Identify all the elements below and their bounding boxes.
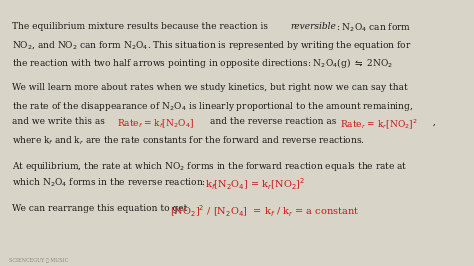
- Text: : N$_2$O$_4$ can form: : N$_2$O$_4$ can form: [336, 22, 411, 35]
- Text: where k$_f$ and k$_r$ are the rate constants for the forward and reverse reactio: where k$_f$ and k$_r$ are the rate const…: [12, 134, 365, 147]
- Text: Rate$_f$ = k$_f$[N$_2$O$_4$]: Rate$_f$ = k$_f$[N$_2$O$_4$]: [117, 117, 194, 130]
- Text: We can rearrange this equation to get: We can rearrange this equation to get: [12, 204, 205, 213]
- Text: the rate of the disappearance of N$_2$O$_4$ is linearly proportional to the amou: the rate of the disappearance of N$_2$O$…: [12, 100, 413, 113]
- Text: ,: ,: [430, 117, 436, 126]
- Text: and we write this as: and we write this as: [12, 117, 108, 126]
- Text: The equilibrium mixture results because the reaction is: The equilibrium mixture results because …: [12, 22, 271, 31]
- Text: k$_f$[N$_2$O$_4$] = k$_r$[NO$_2$]$^2$: k$_f$[N$_2$O$_4$] = k$_r$[NO$_2$]$^2$: [205, 177, 305, 192]
- Text: SCIENCEGUY Ⓞ MUSIC: SCIENCEGUY Ⓞ MUSIC: [9, 258, 69, 263]
- Text: At equilibrium, the rate at which NO$_2$ forms in the forward reaction equals th: At equilibrium, the rate at which NO$_2$…: [12, 160, 408, 173]
- Text: which N$_2$O$_4$ forms in the reverse reaction:: which N$_2$O$_4$ forms in the reverse re…: [12, 177, 213, 189]
- Text: the reaction with two half arrows pointing in opposite directions: N$_2$O$_4$(g): the reaction with two half arrows pointi…: [12, 56, 393, 70]
- Text: [NO$_2$]$^2$ / [N$_2$O$_4$]  = k$_f$ / k$_r$ = a constant: [NO$_2$]$^2$ / [N$_2$O$_4$] = k$_f$ / k$…: [170, 204, 359, 219]
- Text: Rate$_r$ = k$_r$[NO$_2$]$^2$: Rate$_r$ = k$_r$[NO$_2$]$^2$: [340, 117, 418, 131]
- Text: and the reverse reaction as: and the reverse reaction as: [210, 117, 342, 126]
- Text: We will learn more about rates when we study kinetics, but right now we can say : We will learn more about rates when we s…: [12, 83, 408, 92]
- Text: reversible: reversible: [290, 22, 336, 31]
- Text: NO$_2$, and NO$_2$ can form N$_2$O$_4$. This situation is represented by writing: NO$_2$, and NO$_2$ can form N$_2$O$_4$. …: [12, 39, 411, 52]
